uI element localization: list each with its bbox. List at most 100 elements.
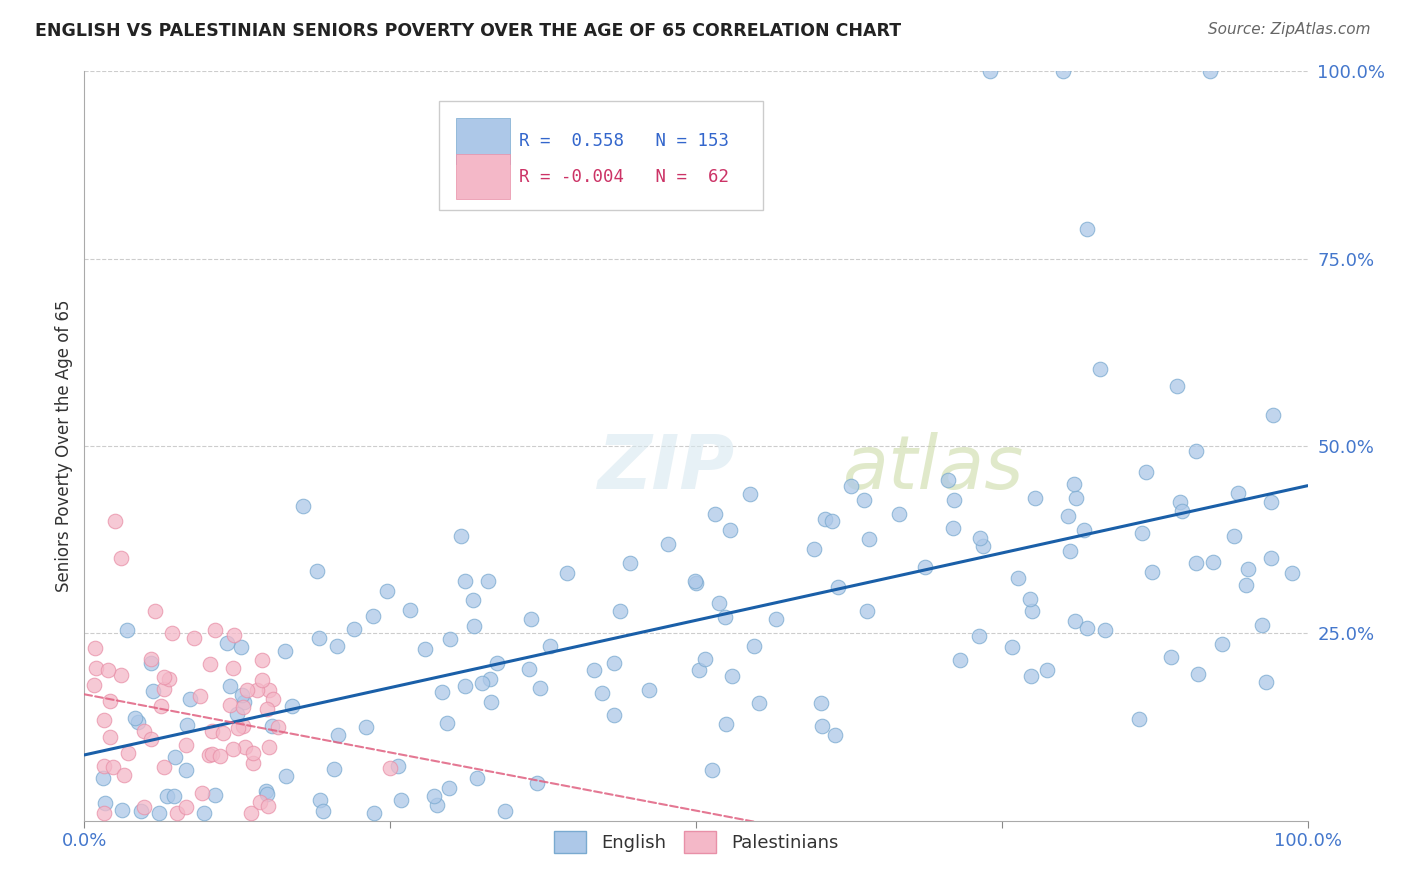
Point [479, 695, 502, 709]
Point [93, 806, 115, 821]
Point [454, 574, 477, 589]
Point [887, 507, 910, 521]
Point [582, 663, 605, 677]
Point [226, 721, 249, 735]
Legend: English, Palestinians: English, Palestinians [547, 824, 845, 860]
Point [391, 792, 413, 806]
Point [127, 714, 149, 729]
Point [174, 800, 197, 814]
Point [231, 688, 253, 702]
Point [249, 795, 271, 809]
Point [201, 747, 224, 761]
Point [93, 758, 115, 772]
Point [1052, 64, 1074, 78]
Point [463, 619, 485, 633]
Point [256, 788, 278, 802]
Point [160, 626, 183, 640]
Point [765, 612, 787, 626]
FancyBboxPatch shape [456, 118, 510, 163]
Point [603, 707, 626, 722]
Point [619, 556, 641, 570]
Point [1160, 650, 1182, 665]
Point [1073, 523, 1095, 537]
Point [1036, 663, 1059, 677]
Point [183, 631, 205, 645]
Point [1076, 621, 1098, 635]
Point [250, 673, 273, 687]
Point [1057, 509, 1080, 524]
Point [695, 651, 717, 665]
Point [256, 702, 278, 716]
Point [1281, 566, 1303, 580]
Point [328, 728, 350, 742]
Point [1135, 465, 1157, 479]
Point [1064, 491, 1087, 505]
Point [305, 564, 328, 578]
Point [486, 656, 509, 670]
Point [517, 662, 540, 676]
Point [555, 566, 578, 581]
Point [1234, 578, 1257, 592]
Point [201, 724, 224, 739]
Point [148, 806, 170, 821]
Point [1227, 486, 1250, 500]
Point [463, 592, 485, 607]
Point [1063, 477, 1085, 491]
Y-axis label: Seniors Poverty Over the Age of 65: Seniors Poverty Over the Age of 65 [55, 300, 73, 592]
Point [222, 661, 245, 675]
Point [104, 514, 127, 528]
Point [83, 641, 105, 656]
Point [688, 664, 710, 678]
Point [132, 723, 155, 738]
Point [979, 64, 1001, 78]
Point [323, 762, 346, 776]
Point [1064, 614, 1087, 628]
Point [188, 689, 211, 703]
Point [233, 739, 256, 754]
Point [969, 629, 991, 643]
Point [1007, 571, 1029, 585]
Point [423, 789, 446, 804]
Point [204, 624, 226, 638]
Point [274, 644, 297, 658]
Point [239, 806, 262, 821]
Point [813, 511, 835, 525]
Point [716, 717, 738, 731]
Point [309, 793, 332, 807]
Point [949, 653, 972, 667]
FancyBboxPatch shape [456, 153, 510, 200]
Point [942, 521, 965, 535]
Point [380, 761, 402, 775]
Point [91, 771, 114, 785]
Point [603, 657, 626, 671]
Point [1260, 495, 1282, 509]
Point [827, 580, 849, 594]
Point [308, 631, 330, 645]
Point [657, 537, 679, 551]
Point [529, 681, 551, 696]
Point [1019, 669, 1042, 683]
Point [97, 663, 120, 677]
Point [704, 508, 727, 522]
Point [538, 639, 561, 653]
Point [387, 759, 409, 773]
Point [1059, 543, 1081, 558]
Point [267, 720, 290, 734]
Point [936, 473, 959, 487]
Point [1000, 640, 1022, 654]
Point [454, 679, 477, 693]
Point [94, 797, 117, 811]
Point [1202, 555, 1225, 569]
Point [1254, 674, 1277, 689]
Point [110, 551, 132, 566]
Point [972, 539, 994, 553]
Point [810, 718, 832, 732]
Point [83, 678, 105, 692]
Point [1171, 504, 1194, 518]
Point [153, 669, 176, 683]
Point [709, 596, 731, 610]
Point [117, 623, 139, 637]
Point [204, 788, 226, 802]
Point [1263, 408, 1285, 422]
Point [465, 771, 488, 785]
